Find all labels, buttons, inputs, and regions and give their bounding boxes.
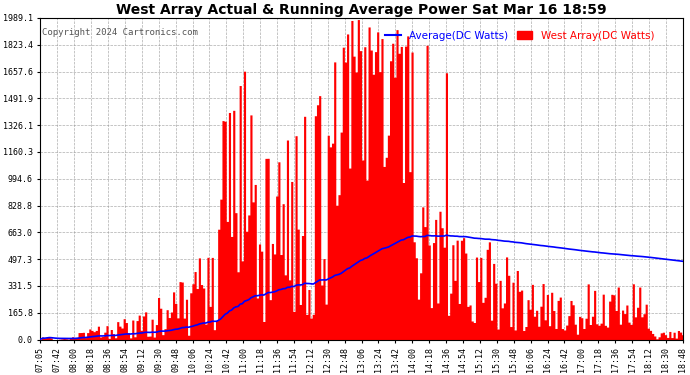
Legend: Average(DC Watts), West Array(DC Watts): Average(DC Watts), West Array(DC Watts)	[381, 26, 658, 45]
Text: Copyright 2024 Cartronics.com: Copyright 2024 Cartronics.com	[41, 28, 197, 37]
Title: West Array Actual & Running Average Power Sat Mar 16 18:59: West Array Actual & Running Average Powe…	[116, 3, 607, 17]
